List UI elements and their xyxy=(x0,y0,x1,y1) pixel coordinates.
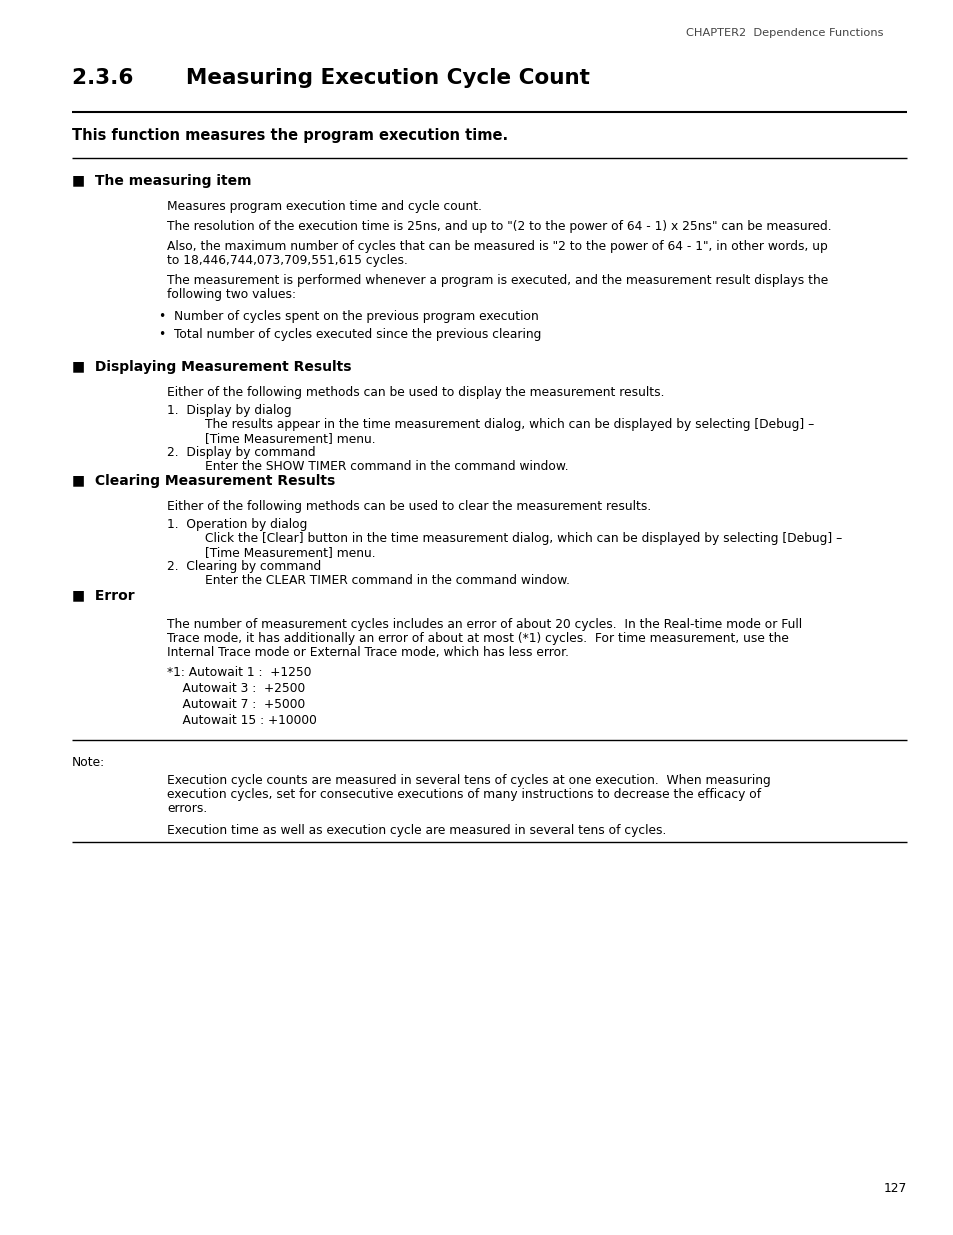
Text: •  Number of cycles spent on the previous program execution: • Number of cycles spent on the previous… xyxy=(159,310,538,324)
Text: •  Total number of cycles executed since the previous clearing: • Total number of cycles executed since … xyxy=(159,329,540,341)
Text: following two values:: following two values: xyxy=(167,288,295,301)
Text: Enter the SHOW TIMER command in the command window.: Enter the SHOW TIMER command in the comm… xyxy=(205,459,568,473)
Text: 1.  Operation by dialog: 1. Operation by dialog xyxy=(167,517,307,531)
Text: Autowait 15 : +10000: Autowait 15 : +10000 xyxy=(167,714,316,727)
Text: The measurement is performed whenever a program is executed, and the measurement: The measurement is performed whenever a … xyxy=(167,274,827,287)
Text: CHAPTER2  Dependence Functions: CHAPTER2 Dependence Functions xyxy=(685,28,882,38)
Text: 2.  Clearing by command: 2. Clearing by command xyxy=(167,559,321,573)
Text: Click the [Clear] button in the time measurement dialog, which can be displayed : Click the [Clear] button in the time mea… xyxy=(205,532,841,545)
Text: 1.  Display by dialog: 1. Display by dialog xyxy=(167,404,292,417)
Text: [Time Measurement] menu.: [Time Measurement] menu. xyxy=(205,546,375,559)
Text: Autowait 7 :  +5000: Autowait 7 : +5000 xyxy=(167,698,305,711)
Text: Internal Trace mode or External Trace mode, which has less error.: Internal Trace mode or External Trace mo… xyxy=(167,646,568,659)
Text: Measures program execution time and cycle count.: Measures program execution time and cycl… xyxy=(167,200,481,212)
Text: Trace mode, it has additionally an error of about at most (*1) cycles.  For time: Trace mode, it has additionally an error… xyxy=(167,632,788,645)
Text: The number of measurement cycles includes an error of about 20 cycles.  In the R: The number of measurement cycles include… xyxy=(167,618,801,631)
Text: ■  Error: ■ Error xyxy=(71,588,134,601)
Text: Execution cycle counts are measured in several tens of cycles at one execution. : Execution cycle counts are measured in s… xyxy=(167,774,770,787)
Text: [Time Measurement] menu.: [Time Measurement] menu. xyxy=(205,432,375,445)
Text: ■  Displaying Measurement Results: ■ Displaying Measurement Results xyxy=(71,359,351,374)
Text: Also, the maximum number of cycles that can be measured is "2 to the power of 64: Also, the maximum number of cycles that … xyxy=(167,240,827,253)
Text: The resolution of the execution time is 25ns, and up to "(2 to the power of 64 -: The resolution of the execution time is … xyxy=(167,220,831,233)
Text: execution cycles, set for consecutive executions of many instructions to decreas: execution cycles, set for consecutive ex… xyxy=(167,788,760,802)
Text: ■  Clearing Measurement Results: ■ Clearing Measurement Results xyxy=(71,474,335,488)
Text: Enter the CLEAR TIMER command in the command window.: Enter the CLEAR TIMER command in the com… xyxy=(205,574,569,587)
Text: 2.3.6       Measuring Execution Cycle Count: 2.3.6 Measuring Execution Cycle Count xyxy=(71,68,589,88)
Text: to 18,446,744,073,709,551,615 cycles.: to 18,446,744,073,709,551,615 cycles. xyxy=(167,254,408,267)
Text: 127: 127 xyxy=(882,1182,906,1195)
Text: Autowait 3 :  +2500: Autowait 3 : +2500 xyxy=(167,682,305,695)
Text: Execution time as well as execution cycle are measured in several tens of cycles: Execution time as well as execution cycl… xyxy=(167,824,666,837)
Text: Either of the following methods can be used to display the measurement results.: Either of the following methods can be u… xyxy=(167,387,664,399)
Text: The results appear in the time measurement dialog, which can be displayed by sel: The results appear in the time measureme… xyxy=(205,417,814,431)
Text: *1: Autowait 1 :  +1250: *1: Autowait 1 : +1250 xyxy=(167,666,312,679)
Text: ■  The measuring item: ■ The measuring item xyxy=(71,174,252,188)
Text: Either of the following methods can be used to clear the measurement results.: Either of the following methods can be u… xyxy=(167,500,651,513)
Text: 2.  Display by command: 2. Display by command xyxy=(167,446,315,459)
Text: Note:: Note: xyxy=(71,756,105,769)
Text: errors.: errors. xyxy=(167,802,207,815)
Text: This function measures the program execution time.: This function measures the program execu… xyxy=(71,128,508,143)
